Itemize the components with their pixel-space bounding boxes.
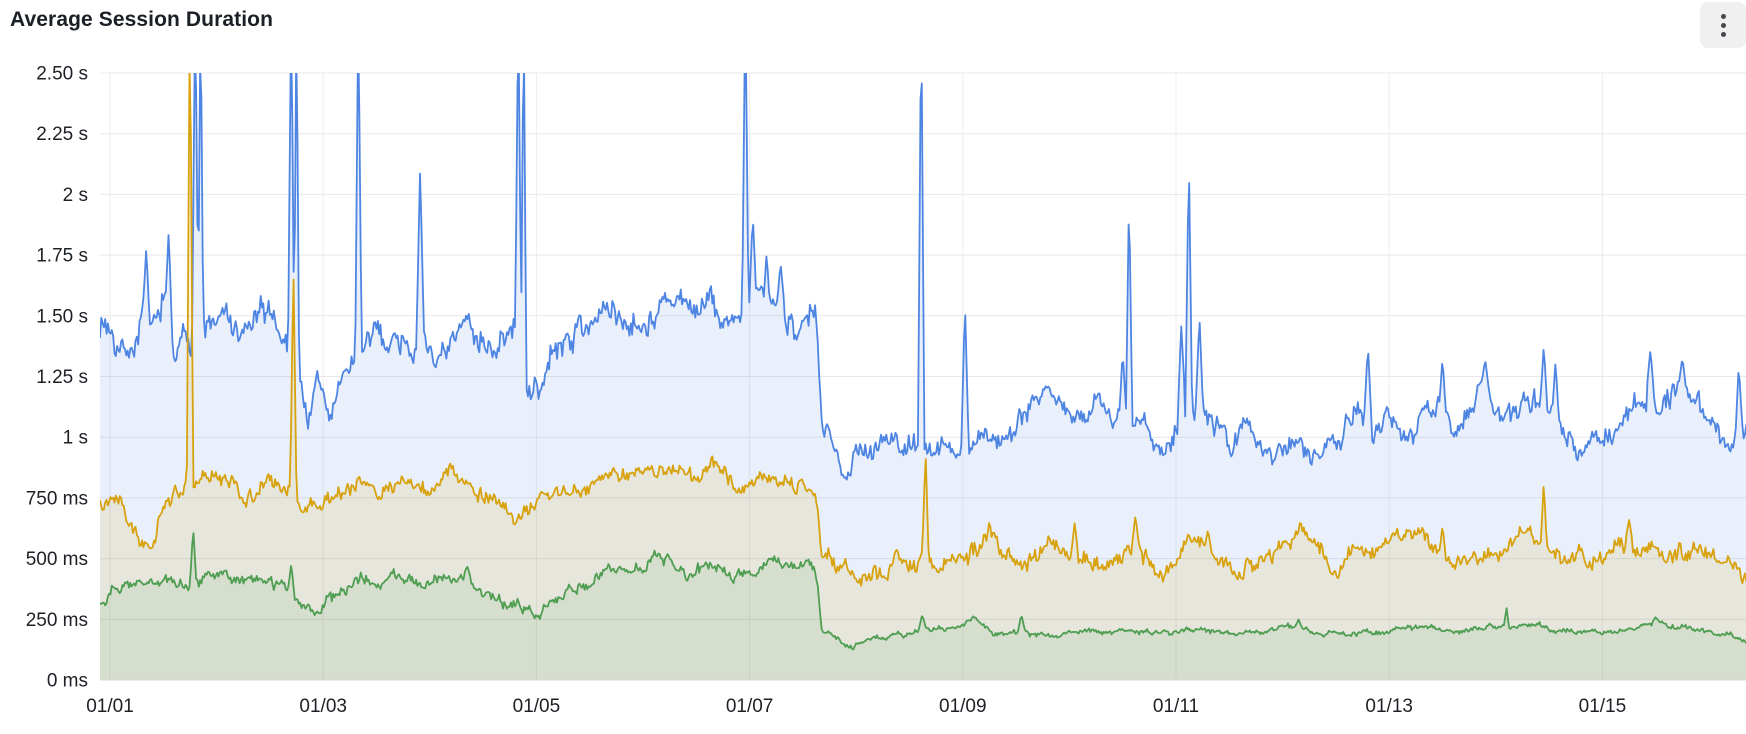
panel-menu-button[interactable] <box>1700 2 1746 48</box>
x-tick-label: 01/01 <box>86 696 134 717</box>
kebab-vertical-icon <box>1720 13 1726 37</box>
y-tick-label: 0 ms <box>47 671 88 692</box>
series-line-green <box>100 532 1746 651</box>
y-tick-label: 1 s <box>63 428 88 449</box>
y-tick-label: 1.50 s <box>36 306 88 327</box>
y-tick-label: 750 ms <box>26 488 88 509</box>
kebab-dot <box>1720 31 1726 37</box>
series-line-yellow <box>100 73 1746 587</box>
x-tick-label: 01/05 <box>513 696 561 717</box>
panel-header: Average Session Duration <box>0 0 1746 48</box>
series-area-blue <box>100 73 1746 680</box>
y-tick-label: 250 ms <box>26 610 88 631</box>
x-tick-label: 01/11 <box>1153 696 1199 717</box>
x-tick-label: 01/07 <box>726 696 774 717</box>
y-tick-label: 2.50 s <box>36 64 88 85</box>
y-axis-labels: 0 ms 250 ms 500 ms 750 ms 1 s 1.25 s 1.50 s 1.7… <box>26 64 88 692</box>
x-tick-label: 01/03 <box>299 696 347 717</box>
series-area-green <box>100 533 1746 680</box>
x-tick-label: 01/15 <box>1579 696 1627 717</box>
series-areas <box>100 73 1746 680</box>
y-tick-label: 1.75 s <box>36 246 88 267</box>
kebab-dot <box>1720 22 1726 28</box>
y-tick-label: 2.25 s <box>36 124 88 145</box>
x-tick-label: 01/13 <box>1365 696 1413 717</box>
kebab-dot <box>1720 13 1726 19</box>
y-tick-label: 2 s <box>63 185 88 206</box>
y-tick-label: 500 ms <box>26 549 88 570</box>
x-tick-label: 01/09 <box>939 696 987 717</box>
series-area-yellow <box>100 73 1746 680</box>
x-axis-labels: 01/01 01/03 01/05 01/07 01/09 01/11 01/13 01/15 <box>86 696 1626 717</box>
series-lines <box>100 73 1746 651</box>
y-tick-label: 1.25 s <box>36 367 88 388</box>
series-line-blue <box>100 73 1746 481</box>
page-title: Average Session Duration <box>10 8 274 31</box>
